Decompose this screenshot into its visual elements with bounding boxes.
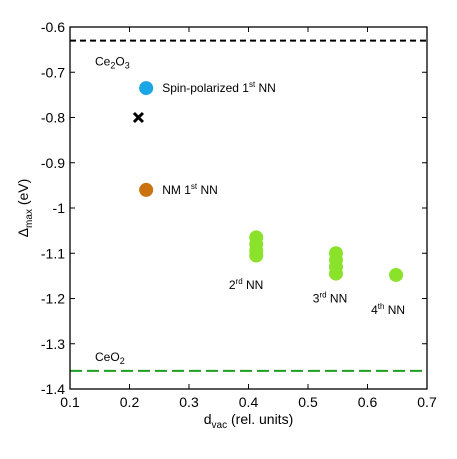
y-tick-label: -1.2 <box>41 291 65 307</box>
x-tick-label: 0.1 <box>60 394 80 410</box>
y-tick-label: -1.3 <box>41 336 65 352</box>
x-tick-label: 0.3 <box>179 394 199 410</box>
y-tick-label: -1 <box>53 200 66 216</box>
x-tick-label: 0.4 <box>239 394 259 410</box>
x-axis-ticks: 0.1 0.2 0.3 0.4 0.5 0.6 0.7 <box>60 27 437 410</box>
x-tick-label: 0.6 <box>358 394 378 410</box>
point-annotation: NM 1st NN <box>162 182 218 197</box>
y-axis-label: Δmax (eV) <box>15 179 35 238</box>
y-tick-label: -1.4 <box>41 381 65 397</box>
data-point <box>139 182 154 197</box>
data-point <box>389 267 404 282</box>
point-annotation: 2rd NN <box>229 277 263 292</box>
y-tick-label: -0.8 <box>41 110 65 126</box>
y-tick-label: -1.1 <box>41 245 65 261</box>
point-annotations: Spin-polarized 1st NN NM 1st NN 2rd NN 3rd … <box>162 80 405 317</box>
x-tick-label: 0.2 <box>120 394 140 410</box>
data-point <box>249 248 264 263</box>
x-marker-point <box>132 111 144 124</box>
y-tick-label: -0.6 <box>41 19 65 35</box>
y-axis-ticks: -0.6 -0.7 -0.8 -0.9 -1 -1.1 -1.2 -1.3 -1.4 <box>41 19 427 397</box>
y-tick-label: -0.9 <box>41 155 65 171</box>
x-tick-label: 0.7 <box>417 394 437 410</box>
reference-lines <box>70 39 427 372</box>
reference-line-labels: Ce2O3 CeO2 <box>95 55 130 366</box>
reference-label-ceo2: CeO2 <box>95 350 125 366</box>
point-annotation: Spin-polarized 1st NN <box>162 80 276 95</box>
data-point <box>328 266 343 281</box>
data-points <box>132 81 404 282</box>
x-axis-label: dvac (rel. units) <box>204 411 293 431</box>
x-tick-label: 0.5 <box>298 394 318 410</box>
y-tick-label: -0.7 <box>41 64 65 80</box>
point-annotation: 4th NN <box>371 302 405 317</box>
reference-label-ce2o3: Ce2O3 <box>95 55 130 71</box>
point-annotation: 3rd NN <box>313 291 347 306</box>
data-point <box>139 81 154 96</box>
